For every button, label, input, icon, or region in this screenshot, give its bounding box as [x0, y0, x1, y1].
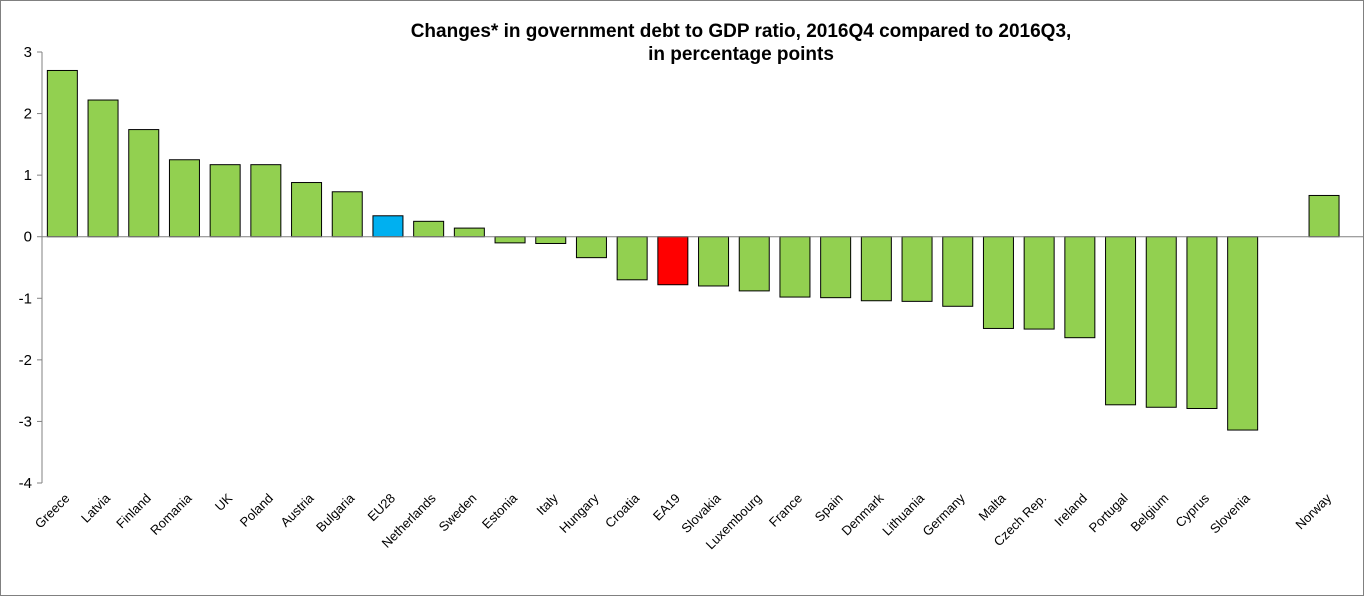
x-tick-label: Norway — [1292, 490, 1334, 532]
x-tick-label: Ireland — [1051, 491, 1090, 530]
bar-austria — [291, 182, 323, 238]
bar-belgium — [1145, 236, 1177, 408]
x-tick-label: Germany — [919, 490, 968, 539]
bar-poland — [250, 164, 282, 238]
x-tick-label: Malta — [975, 490, 1009, 524]
x-tick-label: Poland — [237, 491, 276, 530]
bar-ea19 — [657, 236, 689, 286]
bar-luxembourg — [738, 236, 770, 292]
bar-bulgaria — [331, 191, 363, 238]
bar-portugal — [1105, 236, 1137, 406]
bar-slovenia — [1227, 236, 1259, 431]
x-tick-label: EU28 — [364, 491, 398, 525]
y-tick-label: -1 — [19, 290, 32, 307]
bar-lithuania — [901, 236, 933, 302]
x-tick-label: France — [766, 491, 805, 530]
y-tick-label: 3 — [24, 44, 32, 61]
bar-finland — [128, 129, 160, 238]
y-tick-label: -2 — [19, 352, 32, 369]
chart-title-line-2: in percentage points — [648, 44, 834, 65]
x-tick-label: Denmark — [839, 490, 887, 538]
x-tick-label: UK — [212, 490, 236, 514]
x-tick-label: Lithuania — [879, 490, 927, 538]
y-tick-label: -4 — [19, 475, 32, 492]
x-tick-label: Bulgaria — [313, 490, 358, 535]
x-tick-label: Latvia — [78, 490, 114, 526]
x-tick-label: Austria — [277, 490, 317, 530]
x-tick-label: Portugal — [1086, 490, 1131, 535]
bar-czech-rep- — [1023, 236, 1055, 330]
bar-latvia — [87, 99, 119, 238]
x-tick-label: Sweden — [436, 491, 480, 535]
bar-norway — [1308, 194, 1340, 238]
x-tick-label: Estonia — [479, 490, 521, 532]
bar-hungary — [575, 236, 607, 259]
bar-romania — [168, 159, 200, 238]
bars — [42, 69, 1363, 431]
bar-cyprus — [1186, 236, 1218, 409]
x-tick-label: Romania — [147, 490, 195, 538]
x-tick-label: Greece — [32, 491, 73, 532]
bar-germany — [942, 236, 974, 307]
chart-title-line-1: Changes* in government debt to GDP ratio… — [411, 21, 1072, 42]
y-axis: 3 2 1 0 -1 -2 -3 -4 — [19, 44, 43, 492]
x-tick-label: Slovenia — [1207, 490, 1253, 536]
bar-slovakia — [698, 236, 730, 287]
x-tick-label: Finland — [113, 491, 154, 532]
x-tick-label: Italy — [533, 490, 561, 518]
bar-netherlands — [413, 220, 445, 238]
y-tick-label: -3 — [19, 413, 32, 430]
x-tick-label: EA19 — [650, 491, 683, 524]
bar-denmark — [860, 236, 892, 302]
bar-sweden — [453, 227, 485, 238]
bar-greece — [46, 69, 78, 238]
x-tick-label: Spain — [812, 491, 846, 525]
bar-malta — [982, 236, 1014, 329]
y-tick-label: 0 — [24, 229, 32, 246]
x-tick-label: Belgium — [1128, 491, 1172, 535]
y-tick-label: 1 — [24, 167, 32, 184]
bar-italy — [535, 236, 567, 244]
x-tick-label: Hungary — [556, 490, 602, 536]
y-tick-label: 2 — [24, 106, 32, 123]
bar-france — [779, 236, 811, 298]
bar-spain — [820, 236, 852, 299]
x-tick-label: Croatia — [602, 490, 643, 531]
bar-uk — [209, 164, 241, 238]
x-tick-label: Cyprus — [1172, 490, 1212, 530]
bar-eu28 — [372, 215, 404, 238]
bar-ireland — [1064, 236, 1096, 339]
bar-estonia — [494, 236, 526, 244]
bar-croatia — [616, 236, 648, 281]
